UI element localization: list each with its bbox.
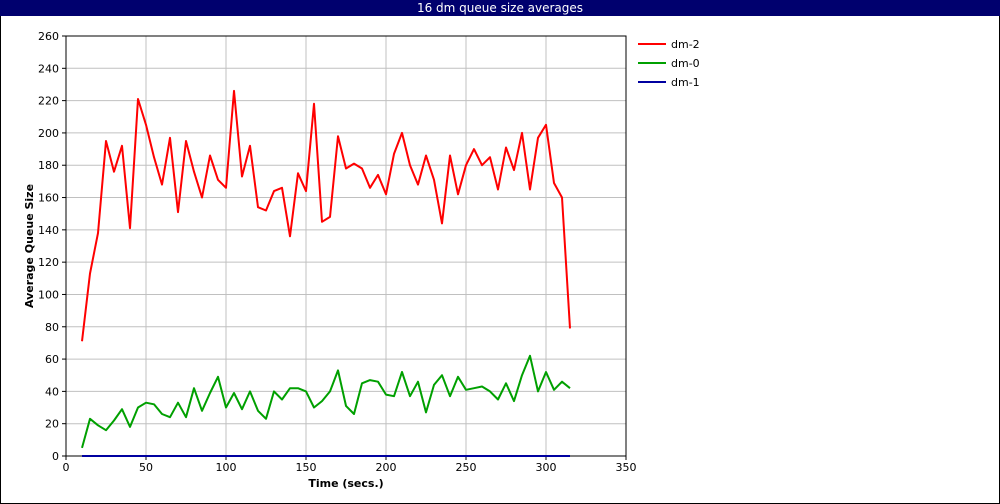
legend-label: dm-0 bbox=[671, 57, 700, 70]
y-tick-label: 40 bbox=[45, 385, 59, 398]
chart-title: 16 dm queue size averages bbox=[0, 0, 1000, 16]
y-tick-label: 160 bbox=[38, 192, 59, 205]
x-axis: 0 50 100 150 200 250 300 350 bbox=[63, 456, 637, 474]
grid bbox=[65, 35, 627, 457]
y-tick-label: 180 bbox=[38, 159, 59, 172]
y-tick-label: 240 bbox=[38, 62, 59, 75]
legend: dm-2 dm-0 dm-1 bbox=[638, 38, 700, 89]
y-tick-label: 200 bbox=[38, 127, 59, 140]
x-tick-label: 200 bbox=[376, 461, 397, 474]
series-line-dm-2 bbox=[81, 89, 571, 342]
series-lines bbox=[81, 89, 571, 457]
x-tick-label: 300 bbox=[536, 461, 557, 474]
y-tick-label: 220 bbox=[38, 95, 59, 108]
legend-label: dm-2 bbox=[671, 38, 700, 51]
y-tick-label: 120 bbox=[38, 256, 59, 269]
y-tick-label: 20 bbox=[45, 418, 59, 431]
x-axis-label: Time (secs.) bbox=[308, 477, 383, 490]
y-tick-label: 140 bbox=[38, 224, 59, 237]
x-tick-label: 50 bbox=[139, 461, 153, 474]
series-line-dm-0 bbox=[81, 354, 571, 449]
x-tick-label: 0 bbox=[63, 461, 70, 474]
y-tick-label: 80 bbox=[45, 321, 59, 334]
y-axis-label: Average Queue Size bbox=[23, 184, 36, 308]
y-tick-label: 60 bbox=[45, 353, 59, 366]
x-tick-label: 100 bbox=[216, 461, 237, 474]
x-tick-label: 350 bbox=[616, 461, 637, 474]
y-axis: 0 20 40 60 80 100 120 140 160 180 200 220 240 260 bbox=[38, 30, 66, 463]
legend-label: dm-1 bbox=[671, 76, 700, 89]
y-tick-label: 100 bbox=[38, 288, 59, 301]
x-tick-label: 150 bbox=[296, 461, 317, 474]
plot-area bbox=[65, 35, 627, 457]
y-tick-label: 0 bbox=[52, 450, 59, 463]
x-tick-label: 250 bbox=[456, 461, 477, 474]
y-tick-label: 260 bbox=[38, 30, 59, 43]
